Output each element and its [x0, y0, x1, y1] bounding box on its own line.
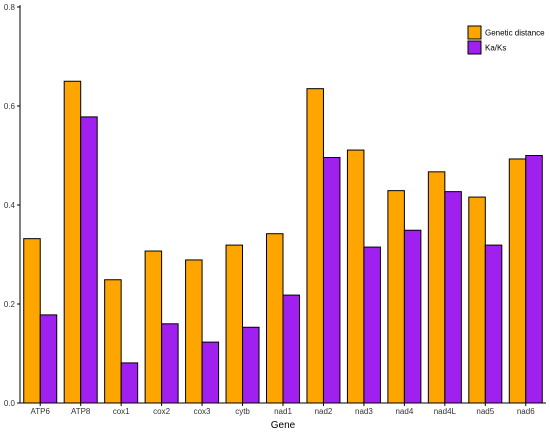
bar-ka-ks-atp8 — [80, 116, 98, 404]
x-tick-label-atp8: ATP8 — [71, 407, 91, 416]
bar-ka-ks-atp6 — [39, 314, 58, 404]
x-tick-label-nad6: nad6 — [517, 407, 535, 416]
bar-genetic-distance-atp8 — [63, 80, 82, 404]
x-tick-label-nad4: nad4 — [395, 407, 413, 416]
y-tick-label: 0.8 — [4, 3, 16, 12]
y-tick-label: 0.0 — [4, 399, 16, 408]
y-tick-label: 0.6 — [4, 102, 16, 111]
bar-genetic-distance-cox1 — [104, 279, 122, 404]
bar-genetic-distance-cox2 — [144, 250, 163, 404]
bar-genetic-distance-nad3 — [346, 149, 365, 404]
x-tick-label-cytb: cytb — [235, 407, 250, 416]
y-axis-ticks: 0.0 0.2 0.4 0.6 0.8 — [4, 3, 20, 408]
bar-ka-ks-nad2 — [322, 156, 341, 404]
legend-swatch-ka-ks — [467, 40, 482, 55]
legend-swatch-genetic-distance — [467, 25, 482, 40]
legend-label-ka-ks: Ka/Ks — [485, 44, 506, 53]
bar-genetic-distance-nad1 — [266, 233, 284, 404]
bar-ka-ks-cox1 — [120, 362, 139, 404]
legend: Genetic distance Ka/Ks — [467, 25, 545, 55]
x-axis-title: Gene — [271, 420, 296, 431]
bar-ka-ks-cox3 — [201, 341, 220, 404]
bar-genetic-distance-nad6 — [508, 158, 527, 404]
bar-ka-ks-nad1 — [282, 294, 300, 404]
bar-ka-ks-nad3 — [363, 246, 381, 404]
legend-label-genetic-distance: Genetic distance — [485, 29, 545, 38]
bar-ka-ks-nad4l — [444, 191, 462, 404]
x-tick-label-nad1: nad1 — [274, 407, 292, 416]
bar-genetic-distance-cox3 — [185, 259, 203, 404]
bar-genetic-distance-cytb — [225, 244, 244, 404]
x-tick-label-nad3: nad3 — [355, 407, 373, 416]
x-tick-label-nad2: nad2 — [315, 407, 333, 416]
bar-ka-ks-nad5 — [484, 244, 503, 404]
bar-genetic-distance-atp6 — [23, 238, 41, 404]
bar-genetic-distance-nad4 — [387, 190, 405, 404]
x-tick-label-atp6: ATP6 — [31, 407, 51, 416]
bar-genetic-distance-nad4l — [427, 171, 446, 404]
bar-genetic-distance-nad5 — [468, 196, 486, 404]
x-tick-label-cox1: cox1 — [113, 407, 130, 416]
bar-genetic-distance-nad2 — [306, 88, 324, 404]
bars — [23, 80, 543, 404]
bar-ka-ks-cytb — [242, 326, 260, 404]
y-tick-label: 0.4 — [4, 201, 16, 210]
bar-ka-ks-cox2 — [161, 323, 179, 404]
x-tick-label-nad5: nad5 — [476, 407, 494, 416]
x-tick-label-cox2: cox2 — [153, 407, 170, 416]
x-tick-label-cox3: cox3 — [194, 407, 211, 416]
x-axis-ticks: ATP6 ATP8 cox1 cox2 cox3 cytb nad1 nad2 nad3 nad4… — [31, 403, 535, 416]
bar-ka-ks-nad4 — [403, 229, 422, 404]
bar-ka-ks-nad6 — [525, 155, 543, 404]
x-tick-label-nad4l: nad4L — [434, 407, 457, 416]
y-tick-label: 0.2 — [4, 300, 16, 309]
